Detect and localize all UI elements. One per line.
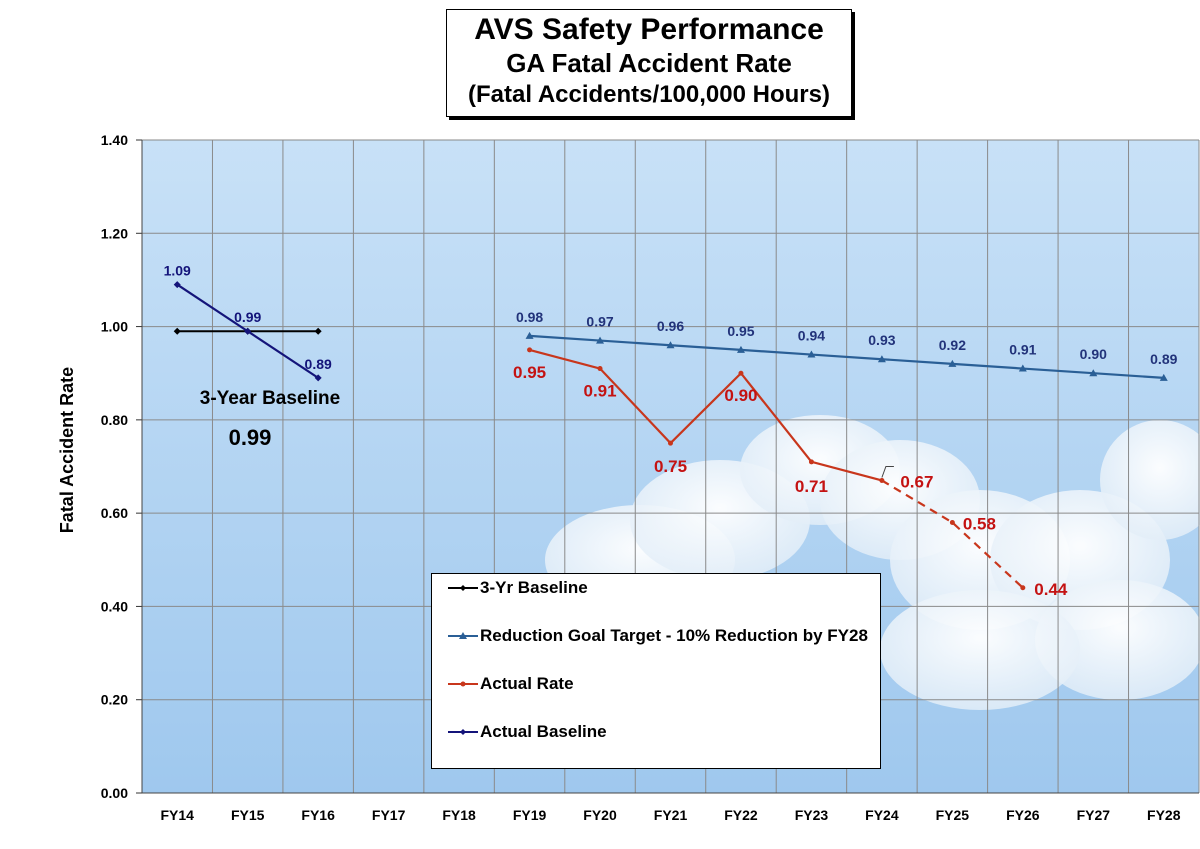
actual-marker <box>738 370 744 376</box>
baseline-marker <box>314 327 322 335</box>
label-leader-line <box>881 465 894 478</box>
x-tick-label: FY23 <box>795 807 829 823</box>
actual-data-label: 0.67 <box>900 472 933 491</box>
y-axis-title: Fatal Accident Rate <box>57 367 77 533</box>
chart-title-line2: GA Fatal Accident Rate <box>506 48 792 78</box>
x-tick-label: FY19 <box>513 807 547 823</box>
goal-marker <box>596 336 605 344</box>
goal-marker <box>1018 364 1027 372</box>
goal-data-label: 0.94 <box>798 328 825 344</box>
goal-data-label: 0.90 <box>1080 346 1107 362</box>
actual-baseline-marker <box>173 281 181 289</box>
x-tick-label: FY26 <box>1006 807 1040 823</box>
y-tick-label: 0.00 <box>101 785 128 801</box>
actual-baseline-marker <box>244 327 252 335</box>
chart-title-line3: (Fatal Accidents/100,000 Hours) <box>468 81 830 108</box>
actual-baseline-data-label: 1.09 <box>164 263 191 279</box>
x-tick-label: FY16 <box>301 807 335 823</box>
y-tick-label: 1.00 <box>101 319 128 335</box>
goal-data-label: 0.92 <box>939 337 966 353</box>
series <box>173 281 1168 591</box>
goal-series-line <box>529 334 1164 379</box>
legend-swatch-baseline <box>448 585 478 591</box>
actual-baseline-data-label: 0.89 <box>305 356 332 372</box>
legend-label-baseline: 3-Yr Baseline <box>480 578 588 597</box>
legend-label-goal: Reduction Goal Target - 10% Reduction by… <box>480 626 868 645</box>
goal-data-label: 0.96 <box>657 318 684 334</box>
axes: 0.00 0.20 0.40 0.60 0.80 1.00 1.20 1.40 FY14 FY15… <box>101 132 1199 823</box>
actual-marker <box>879 477 885 483</box>
actual-baseline-data-label: 0.99 <box>234 309 261 325</box>
actual-data-label: 0.95 <box>513 363 546 382</box>
legend-swatch-actual-baseline <box>448 729 478 735</box>
x-tick-label: FY20 <box>583 807 617 823</box>
legend-item-goal: Reduction Goal Target - 10% Reduction by… <box>446 625 870 646</box>
cloud-decoration <box>490 415 1200 710</box>
legend-item-actual-baseline: Actual Baseline <box>446 721 870 742</box>
actual-marker <box>597 366 603 372</box>
actual-marker <box>668 440 673 446</box>
y-tick-label: 1.40 <box>101 132 128 148</box>
actual-data-label: 0.71 <box>795 477 828 496</box>
chart-title-line1: AVS Safety Performance <box>474 13 824 46</box>
x-tick-label: FY18 <box>442 807 476 823</box>
data-labels: 0.98 0.97 0.96 0.95 0.94 0.93 0.92 0.91 0.90 0.89… <box>164 263 1178 599</box>
x-tick-label: FY21 <box>654 807 688 823</box>
actual-baseline-marker <box>314 374 322 382</box>
goal-data-label: 0.93 <box>868 332 895 348</box>
chart-title-box: AVS Safety Performance GA Fatal Accident… <box>446 9 852 117</box>
baseline-marker <box>173 327 181 335</box>
y-tick-label: 1.20 <box>101 225 128 241</box>
actual-marker <box>527 347 533 353</box>
legend-label-actual-baseline: Actual Baseline <box>480 722 607 741</box>
x-tick-label: FY24 <box>865 807 899 823</box>
legend-item-actual: Actual Rate <box>446 673 870 694</box>
actual-data-label: 0.58 <box>963 514 996 533</box>
goal-marker <box>525 331 534 339</box>
actual-marker <box>1020 585 1026 591</box>
y-tick-label: 0.80 <box>101 412 128 428</box>
goal-marker <box>1159 373 1168 381</box>
goal-marker <box>877 355 886 363</box>
x-tick-label: FY28 <box>1147 807 1181 823</box>
goal-data-label: 0.91 <box>1009 342 1036 358</box>
x-tick-label: FY17 <box>372 807 406 823</box>
goal-marker <box>948 359 957 367</box>
actual-marker <box>808 459 814 465</box>
actual-marker <box>949 519 955 525</box>
x-tick-label: FY25 <box>936 807 970 823</box>
actual-data-label: 0.75 <box>654 457 687 476</box>
x-tick-label: FY14 <box>160 807 194 823</box>
y-tick-label: 0.60 <box>101 505 128 521</box>
goal-marker <box>736 345 745 353</box>
legend-swatch-actual <box>448 681 478 687</box>
goal-marker <box>666 341 675 349</box>
actual-projection-line <box>881 479 1024 589</box>
actual-series-line <box>529 348 883 482</box>
goal-data-label: 0.89 <box>1150 351 1177 367</box>
legend: 3-Yr Baseline Reduction Goal Target - 10… <box>431 573 881 769</box>
goal-marker <box>1089 369 1098 377</box>
x-tick-label: FY22 <box>724 807 758 823</box>
actual-data-label: 0.91 <box>583 382 616 401</box>
legend-item-baseline: 3-Yr Baseline <box>446 577 870 598</box>
actual-data-label: 0.44 <box>1034 580 1068 599</box>
baseline-annotation-value: 0.99 <box>228 425 272 450</box>
goal-data-label: 0.95 <box>727 323 754 339</box>
legend-swatch-goal <box>448 632 478 639</box>
goal-data-label: 0.98 <box>516 309 543 325</box>
baseline-annotation-label: 3-Year Baseline <box>199 388 341 409</box>
x-tick-label: FY15 <box>231 807 265 823</box>
x-tick-label: FY27 <box>1077 807 1111 823</box>
goal-marker <box>807 350 816 358</box>
actual-data-label: 0.90 <box>724 386 757 405</box>
goal-data-label: 0.97 <box>586 314 613 330</box>
y-tick-label: 0.40 <box>101 598 128 614</box>
legend-label-actual: Actual Rate <box>480 674 574 693</box>
y-tick-label: 0.20 <box>101 692 128 708</box>
grid <box>141 139 1200 794</box>
